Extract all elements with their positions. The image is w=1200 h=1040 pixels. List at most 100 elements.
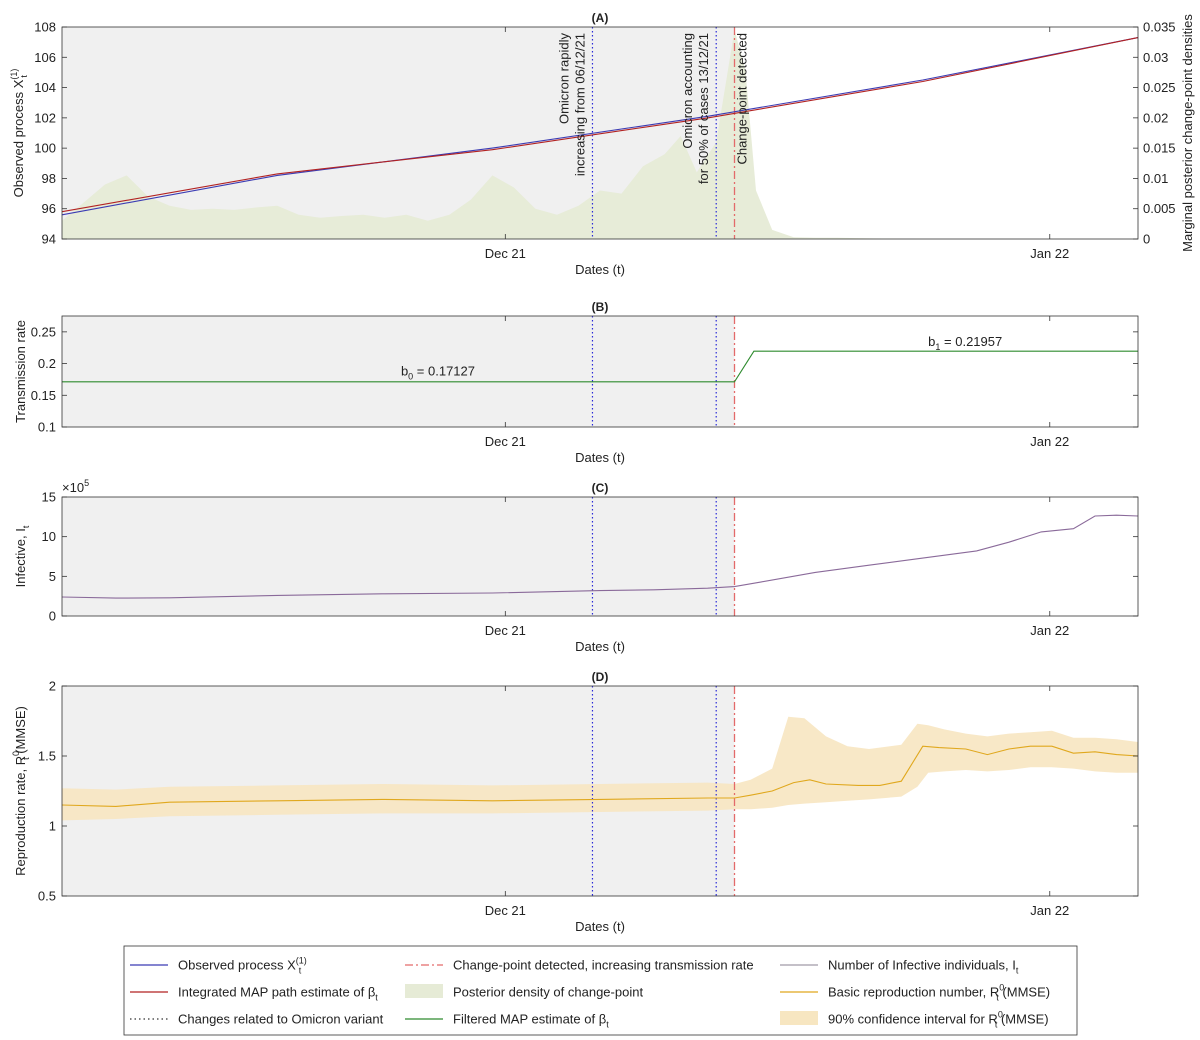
legend-label-text: Change-point detected, increasing transm… (453, 958, 754, 973)
legend-label-sub: t (299, 966, 302, 976)
legend-item-2: Number of Infective individuals, It (780, 958, 1019, 976)
legend-item-7: Filtered MAP estimate of βt (405, 1012, 609, 1030)
x-tick-label: Jan 22 (1030, 903, 1069, 918)
x-axis-label: Dates (t) (575, 639, 625, 654)
legend-label: Changes related to Omicron variant (178, 1012, 384, 1027)
panel-1: 0.1 0.15 0.2 0.25 Dec 21 Jan 22 (B) Dates (t) Tr… (13, 300, 1139, 465)
legend-label: Posterior density of change-point (453, 985, 643, 1000)
legend-label: Integrated MAP path estimate of βt (178, 985, 378, 1003)
y-tick-label: 0.5 (38, 889, 56, 904)
rate-label-value: = 0.17127 (413, 364, 475, 379)
series-line-0 (62, 350, 1138, 383)
legend-label-suffix: (MMSE) (997, 1012, 1048, 1027)
panel-title: (A) (592, 11, 609, 25)
legend-label-text: Number of Infective individuals, I (828, 958, 1016, 973)
legend-label-sup: 0 (998, 1010, 1003, 1020)
rate-label: b1 = 0.21957 (928, 334, 1002, 352)
exponent-sup: 5 (84, 478, 89, 488)
y-axis-label: Infective, It (13, 525, 31, 587)
y-right-tick-label: 0.03 (1143, 50, 1168, 65)
plot-frame (61, 26, 1139, 240)
legend-label-sub: t (375, 993, 378, 1003)
y-tick-label: 0.1 (38, 420, 56, 435)
legend-item-5: Basic reproduction number, R0 t (MMSE) (780, 983, 1050, 1003)
y-right-tick-label: 0 (1143, 232, 1150, 247)
rate-label: b0 = 0.17127 (401, 364, 475, 382)
y-right-tick-label: 0.025 (1143, 80, 1176, 95)
y-tick-label: 15 (42, 490, 56, 505)
annotation-text: for 50% of cases 13/12/21 (696, 33, 711, 184)
plot-frame (61, 496, 1139, 617)
y-tick-label: 1 (49, 819, 56, 834)
plot-frame (61, 315, 1139, 428)
y-right-tick-label: 0.035 (1143, 20, 1176, 35)
panel-title: (C) (592, 481, 609, 495)
y-tick-label: 0.25 (31, 324, 56, 339)
y-axis-label-text: Infective, I (13, 528, 28, 587)
legend-label: Filtered MAP estimate of βt (453, 1012, 609, 1030)
rate-label-main: b (928, 334, 935, 349)
y-tick-label: 100 (34, 141, 56, 156)
y-axis-label-sup: 0 (11, 751, 21, 756)
legend-item-3: Integrated MAP path estimate of βt (130, 985, 378, 1003)
legend-item-8: 90% confidence interval for R0 t (MMSE) (780, 1010, 1049, 1030)
series-line-0 (61, 514, 1139, 599)
legend-label-sub: t (995, 1020, 998, 1030)
annotation-text: Omicron accounting (680, 33, 695, 149)
legend-label-text: 90% confidence interval for R (828, 1012, 998, 1027)
annotation-text: Change-point detected (735, 33, 750, 165)
y-tick-label: 98 (42, 171, 56, 186)
y-right-tick-label: 0.005 (1143, 201, 1176, 216)
legend-label: Change-point detected, increasing transm… (453, 958, 754, 973)
y-axis-label-suffix: (MMSE) (13, 706, 28, 757)
legend-label-suffix: (MMSE) (999, 985, 1050, 1000)
pre-change-shading (62, 497, 735, 616)
legend-label-sup: (1) (296, 956, 307, 966)
y-tick-label: 0.15 (31, 388, 56, 403)
y-axis-label-sub: t (19, 75, 29, 78)
rate-label-sub: 0 (408, 372, 413, 382)
legend-box (123, 945, 1078, 1036)
x-tick-label: Dec 21 (485, 903, 526, 918)
y-axis-label: Transmission rate (13, 320, 28, 423)
panel-title: (D) (592, 670, 609, 684)
y-tick-label: 104 (34, 80, 56, 95)
y-tick-label: 2 (49, 679, 56, 694)
legend-label-sub: t (606, 1020, 609, 1030)
x-axis-label: Dates (t) (575, 919, 625, 934)
y-tick-label: 10 (42, 529, 56, 544)
series-line-0 (61, 745, 1139, 807)
exponent-label: ×105 (62, 478, 89, 495)
legend-label-sup: 0 (999, 983, 1004, 993)
legend-label: Number of Infective individuals, It (828, 958, 1019, 976)
y-tick-label: 106 (34, 50, 56, 65)
x-axis-label: Dates (t) (575, 450, 625, 465)
y-axis-label-sub: t (21, 525, 31, 528)
rate-label-main: b (401, 364, 408, 379)
legend: Observed process X(1) t Change-point detec… (123, 945, 1078, 1036)
y-axis-label-sub: t (21, 757, 31, 760)
y-axis-label: Reproduction rate, R0t (MMSE) (11, 706, 31, 876)
legend-label-text: Filtered MAP estimate of β (453, 1012, 606, 1027)
panel-title: (B) (592, 300, 609, 314)
y-tick-label: 94 (42, 232, 56, 247)
pre-change-shading (62, 316, 735, 427)
legend-label-sub: t (996, 993, 999, 1003)
posterior-density-area (62, 30, 1138, 239)
y-tick-label: 0.2 (38, 356, 56, 371)
y-axis-label-sup: (1) (9, 69, 19, 80)
legend-label: Observed process X(1) t (178, 956, 307, 976)
legend-item-4: Posterior density of change-point (405, 984, 643, 1000)
confidence-band (62, 716, 1138, 821)
legend-item-6: Changes related to Omicron variant (130, 1012, 384, 1027)
legend-swatch (780, 1011, 818, 1025)
exponent-base: ×10 (62, 480, 84, 495)
legend-item-0: Observed process X(1) t (130, 956, 307, 976)
legend-swatch (405, 984, 443, 998)
y-right-axis-label: Marginal posterior change-point densitie… (1180, 14, 1195, 252)
legend-label-text: Integrated MAP path estimate of β (178, 985, 375, 1000)
x-tick-label: Jan 22 (1030, 623, 1069, 638)
legend-label-text: Basic reproduction number, R (828, 985, 999, 1000)
legend-label-sub: t (1016, 966, 1019, 976)
x-tick-label: Dec 21 (485, 434, 526, 449)
